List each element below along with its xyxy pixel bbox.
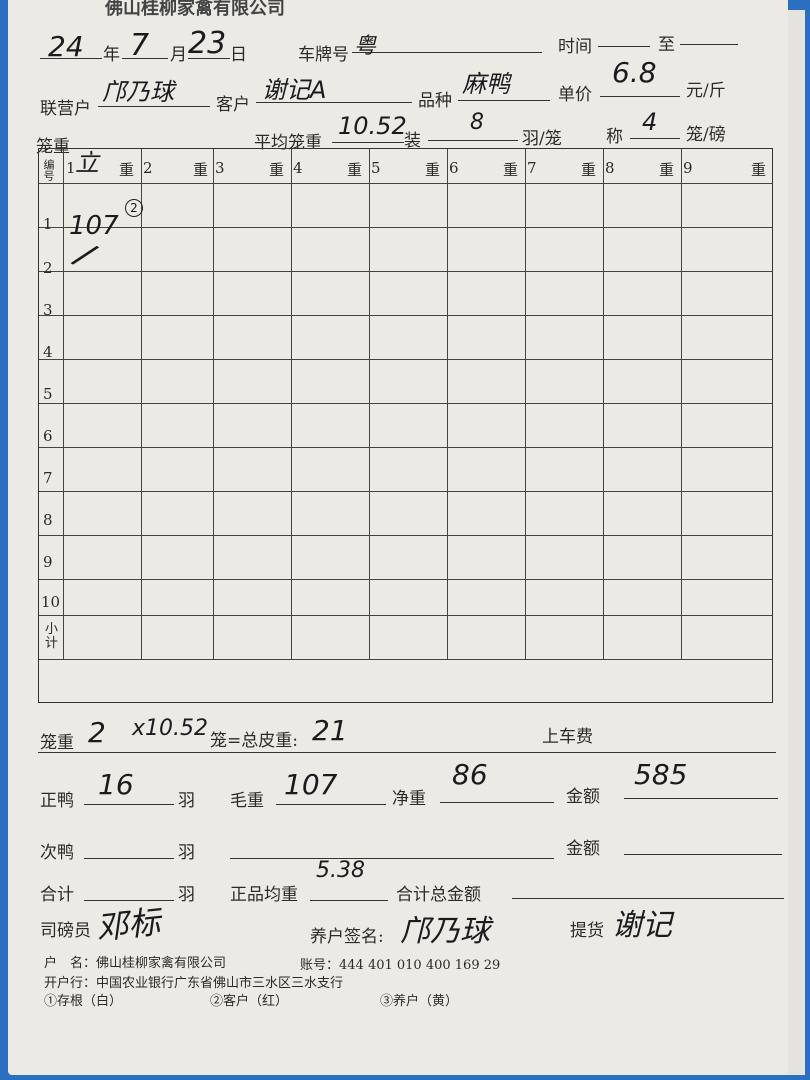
day-value: 23 <box>188 26 227 61</box>
year-label: 年 <box>103 45 120 65</box>
weigh-unit: 笼/磅 <box>686 125 726 145</box>
account-name: 户 名：佛山桂柳家禽有限公司 <box>44 956 227 971</box>
unit-price-label: 单价 <box>558 85 592 105</box>
weigh-label: 称 <box>606 127 623 147</box>
col-header-9: 9 <box>683 159 693 177</box>
total-label: 合计 <box>40 885 74 905</box>
good-duck-value: 16 <box>98 768 134 801</box>
company-header: 佛山桂柳家禽有限公司 <box>105 0 285 19</box>
feather-unit: 羽 <box>178 843 195 863</box>
amount-label: 金额 <box>566 787 600 807</box>
farmer-signature: 邝乃球 <box>400 914 490 949</box>
bank-name: 开户行：中国农业银行广东省佛山市三水区三水支行 <box>44 976 344 991</box>
col-header-4: 4 <box>293 159 303 177</box>
weight-label: 重 <box>659 161 675 179</box>
row-number: 3 <box>43 301 53 319</box>
day-label: 日 <box>230 45 247 65</box>
feather-unit: 羽 <box>178 791 195 811</box>
weigh-value: 4 <box>642 108 658 136</box>
cage-weight-label: 笼重 <box>36 137 70 157</box>
avg-cage-weight-value: 10.52 <box>338 112 407 140</box>
row-number: 7 <box>43 469 53 487</box>
summary-tare-label: 笼=总皮重: <box>210 731 298 751</box>
summary-cage-count: 2 <box>88 716 106 749</box>
weight-label: 重 <box>347 161 363 179</box>
col-header-2: 2 <box>143 159 153 177</box>
gross-label: 毛重 <box>230 791 264 811</box>
time-label: 时间 <box>558 37 592 57</box>
month-value: 7 <box>130 28 150 63</box>
row-number: 8 <box>43 511 53 529</box>
row-number: 1 <box>43 215 53 233</box>
weigher-signature: 邓标 <box>94 902 163 948</box>
plate-label: 车牌号 <box>298 45 349 65</box>
row-number: 5 <box>43 385 53 403</box>
col-header-8: 8 <box>605 159 615 177</box>
customer-value: 谢记A <box>262 76 327 104</box>
amount2-label: 金额 <box>566 839 600 859</box>
summary-cage-label: 笼重 <box>40 733 74 753</box>
variety-value: 麻鸭 <box>462 70 510 98</box>
weigher-label: 司磅员 <box>40 921 91 941</box>
plate-value: 粤 <box>354 34 377 59</box>
pack-value: 8 <box>470 110 484 135</box>
farmer-sign-label: 养户签名: <box>310 927 384 947</box>
time-to-label: 至 <box>658 35 675 55</box>
total-amount-label: 合计总金额 <box>396 885 481 905</box>
month-label: 月 <box>170 45 187 65</box>
weighing-receipt <box>8 0 788 1075</box>
cell-r1c1: 107 <box>69 211 119 241</box>
unit-price-unit: 元/斤 <box>686 81 726 101</box>
id-header: 编号 <box>42 159 55 181</box>
second-duck-label: 次鸭 <box>40 843 74 863</box>
amount-value: 585 <box>634 758 688 791</box>
partner-value: 邝乃球 <box>102 78 174 106</box>
col1-handwritten: 立 <box>75 149 99 177</box>
cell-r1c1-circle: 2 <box>125 199 143 217</box>
copy-customer: ②客户（红） <box>210 994 289 1009</box>
col-header-7: 7 <box>527 159 537 177</box>
weight-label: 重 <box>193 161 209 179</box>
feather-unit: 羽 <box>178 885 195 905</box>
copy-stub: ①存根（白） <box>44 994 123 1009</box>
variety-label: 品种 <box>418 91 452 111</box>
avg-weight-value: 5.38 <box>316 858 365 883</box>
year-value: 24 <box>48 30 84 63</box>
avg-weight-label: 正品均重 <box>230 885 298 905</box>
pickup-label: 提货 <box>570 921 604 941</box>
weight-label: 重 <box>751 161 767 179</box>
row-number: 4 <box>43 343 53 361</box>
subtotal-label: 小计 <box>45 622 59 651</box>
gross-value: 107 <box>284 768 338 801</box>
weight-label: 重 <box>581 161 597 179</box>
pack-unit: 羽/笼 <box>522 129 562 149</box>
net-value: 86 <box>452 758 488 791</box>
summary-tare-value: 21 <box>312 714 348 747</box>
col-header-6: 6 <box>449 159 459 177</box>
unit-price-value: 6.8 <box>612 56 657 89</box>
pack-label: 装 <box>404 131 421 151</box>
partner-label: 联营户 <box>40 99 91 119</box>
customer-label: 客户 <box>216 95 250 115</box>
weight-label: 重 <box>503 161 519 179</box>
copy-farmer: ③养户（黄） <box>380 994 459 1009</box>
account-number: 账号：444 401 010 400 169 29 <box>300 958 501 973</box>
row-number: 9 <box>43 553 53 571</box>
col-header-5: 5 <box>371 159 381 177</box>
loading-fee-label: 上车费 <box>542 727 593 747</box>
row-number: 10 <box>41 593 61 611</box>
weight-label: 重 <box>119 161 135 179</box>
row-number: 2 <box>43 259 53 277</box>
net-label: 净重 <box>392 789 426 809</box>
col-header-1: 1 <box>66 159 76 177</box>
weight-label: 重 <box>425 161 441 179</box>
col-header-3: 3 <box>215 159 225 177</box>
good-duck-label: 正鸭 <box>40 791 74 811</box>
pickup-signature: 谢记 <box>612 908 672 943</box>
summary-times: x10.52 <box>132 716 209 741</box>
weight-label: 重 <box>269 161 285 179</box>
row-number: 6 <box>43 427 53 445</box>
